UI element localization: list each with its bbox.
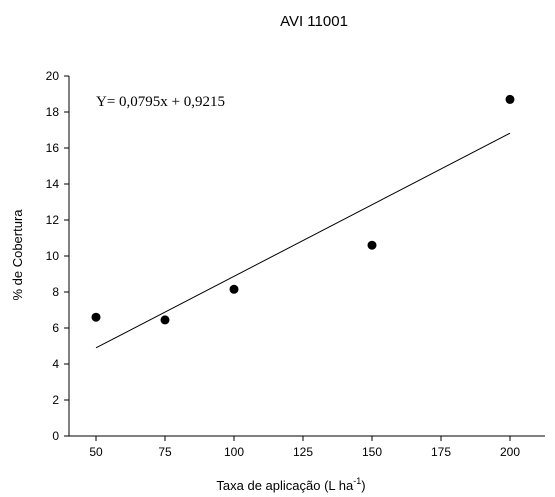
y-tick-label: 12 xyxy=(46,213,60,227)
chart-title: AVI 11001 xyxy=(280,13,348,30)
x-axis-label-sup: -1 xyxy=(353,476,361,486)
x-tick-label: 100 xyxy=(224,445,244,459)
data-point xyxy=(160,315,170,325)
data-point xyxy=(91,312,101,322)
y-tick-label: 8 xyxy=(52,285,59,299)
x-tick-label: 175 xyxy=(431,445,451,459)
y-tick-label: 20 xyxy=(46,69,60,83)
x-tick-label: 200 xyxy=(500,445,520,459)
y-tick-label: 10 xyxy=(46,249,60,263)
x-axis-label: Taxa de aplicação (L ha-1) xyxy=(216,476,365,493)
regression-equation: Y= 0,0795x + 0,9215 xyxy=(96,94,225,110)
y-tick-label: 14 xyxy=(46,177,60,191)
y-axis-label: % de Cobertura xyxy=(10,209,25,301)
data-point xyxy=(229,284,239,294)
data-point xyxy=(367,240,377,250)
y-tick-label: 4 xyxy=(52,357,59,371)
y-tick-label: 6 xyxy=(52,321,59,335)
x-tick-label: 50 xyxy=(89,445,103,459)
x-tick-label: 75 xyxy=(158,445,172,459)
y-tick-label: 0 xyxy=(52,429,59,443)
y-tick-label: 18 xyxy=(46,105,60,119)
y-tick-label: 16 xyxy=(46,141,60,155)
data-points xyxy=(91,94,515,325)
regression-line xyxy=(95,132,511,349)
x-tick-label: 125 xyxy=(293,445,313,459)
x-axis-label-main: Taxa de aplicação (L ha xyxy=(216,478,354,493)
x-tick-label: 150 xyxy=(362,445,382,459)
x-axis-label-end: ) xyxy=(361,478,365,493)
y-axis: 0 2 4 6 8 10 12 14 16 18 20 xyxy=(46,69,70,443)
data-point xyxy=(505,94,515,104)
x-axis: 50 75 100 125 150 175 200 xyxy=(69,435,545,459)
y-tick-label: 2 xyxy=(52,393,59,407)
